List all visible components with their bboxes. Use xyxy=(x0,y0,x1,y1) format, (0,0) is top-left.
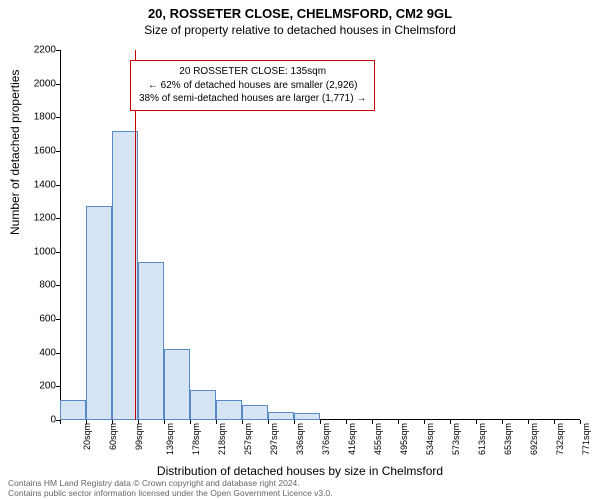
x-tick-mark xyxy=(320,420,321,424)
x-tick-label: 139sqm xyxy=(165,423,175,455)
y-tick-label: 2000 xyxy=(16,78,56,89)
histogram-bar xyxy=(86,206,111,420)
x-tick-mark xyxy=(476,420,477,424)
x-tick-label: 534sqm xyxy=(425,423,435,455)
x-tick-mark xyxy=(372,420,373,424)
footer-line: Contains HM Land Registry data © Crown c… xyxy=(8,478,333,488)
y-tick-label: 1000 xyxy=(16,246,56,257)
y-tick-mark xyxy=(56,386,60,387)
histogram-bar xyxy=(60,400,85,420)
y-tick-mark xyxy=(56,50,60,51)
x-tick-mark xyxy=(346,420,347,424)
histogram-bar xyxy=(242,405,267,420)
attribution-footer: Contains HM Land Registry data © Crown c… xyxy=(8,478,333,498)
histogram-bar xyxy=(112,131,137,420)
x-tick-label: 99sqm xyxy=(134,423,144,450)
page-subtitle: Size of property relative to detached ho… xyxy=(0,21,600,41)
annotation-line: 20 ROSSETER CLOSE: 135sqm xyxy=(139,65,366,79)
x-tick-label: 495sqm xyxy=(399,423,409,455)
x-tick-label: 376sqm xyxy=(321,423,331,455)
y-tick-label: 200 xyxy=(16,381,56,392)
y-tick-label: 0 xyxy=(16,415,56,426)
x-tick-mark xyxy=(242,420,243,424)
x-tick-mark xyxy=(294,420,295,424)
y-tick-mark xyxy=(56,353,60,354)
x-tick-label: 20sqm xyxy=(82,423,92,450)
annotation-line: ← 62% of detached houses are smaller (2,… xyxy=(139,79,366,93)
x-tick-mark xyxy=(554,420,555,424)
y-tick-mark xyxy=(56,151,60,152)
y-tick-label: 1400 xyxy=(16,179,56,190)
x-tick-label: 218sqm xyxy=(217,423,227,455)
y-tick-label: 1800 xyxy=(16,112,56,123)
x-tick-mark xyxy=(216,420,217,424)
y-tick-label: 1200 xyxy=(16,213,56,224)
page-title: 20, ROSSETER CLOSE, CHELMSFORD, CM2 9GL xyxy=(0,0,600,21)
x-tick-mark xyxy=(424,420,425,424)
y-axis xyxy=(60,50,61,420)
x-tick-mark xyxy=(502,420,503,424)
histogram-bar xyxy=(164,349,189,420)
y-tick-mark xyxy=(56,285,60,286)
x-tick-mark xyxy=(190,420,191,424)
y-tick-label: 2200 xyxy=(16,45,56,56)
x-tick-mark xyxy=(112,420,113,424)
footer-line: Contains public sector information licen… xyxy=(8,488,333,498)
y-tick-mark xyxy=(56,218,60,219)
y-tick-mark xyxy=(56,84,60,85)
x-tick-mark xyxy=(450,420,451,424)
x-tick-mark xyxy=(398,420,399,424)
x-tick-label: 771sqm xyxy=(581,423,591,455)
y-tick-label: 400 xyxy=(16,347,56,358)
x-tick-label: 455sqm xyxy=(373,423,383,455)
x-tick-mark xyxy=(268,420,269,424)
annotation-line: 38% of semi-detached houses are larger (… xyxy=(139,92,366,106)
histogram-bar xyxy=(294,413,319,420)
x-tick-label: 653sqm xyxy=(503,423,513,455)
x-tick-mark xyxy=(528,420,529,424)
x-tick-mark xyxy=(164,420,165,424)
x-tick-label: 416sqm xyxy=(347,423,357,455)
x-tick-label: 613sqm xyxy=(477,423,487,455)
x-tick-mark xyxy=(580,420,581,424)
y-tick-mark xyxy=(56,185,60,186)
y-tick-mark xyxy=(56,319,60,320)
x-tick-label: 732sqm xyxy=(555,423,565,455)
histogram-bar xyxy=(138,262,163,420)
x-tick-label: 692sqm xyxy=(529,423,539,455)
x-tick-label: 336sqm xyxy=(295,423,305,455)
x-tick-label: 297sqm xyxy=(269,423,279,455)
histogram-bar xyxy=(190,390,215,420)
histogram-bar xyxy=(216,400,241,420)
y-tick-mark xyxy=(56,252,60,253)
x-tick-mark xyxy=(138,420,139,424)
x-tick-label: 257sqm xyxy=(243,423,253,455)
annotation-box: 20 ROSSETER CLOSE: 135sqm← 62% of detach… xyxy=(130,60,375,111)
x-tick-label: 573sqm xyxy=(451,423,461,455)
y-tick-label: 1600 xyxy=(16,145,56,156)
x-tick-label: 60sqm xyxy=(108,423,118,450)
histogram-bar xyxy=(268,412,293,420)
y-tick-mark xyxy=(56,117,60,118)
x-tick-mark xyxy=(86,420,87,424)
histogram-plot: 20sqm60sqm99sqm139sqm178sqm218sqm257sqm2… xyxy=(60,50,580,420)
y-tick-label: 600 xyxy=(16,314,56,325)
x-axis-label: Distribution of detached houses by size … xyxy=(0,464,600,478)
x-tick-label: 178sqm xyxy=(191,423,201,455)
y-tick-label: 800 xyxy=(16,280,56,291)
x-tick-mark xyxy=(60,420,61,424)
